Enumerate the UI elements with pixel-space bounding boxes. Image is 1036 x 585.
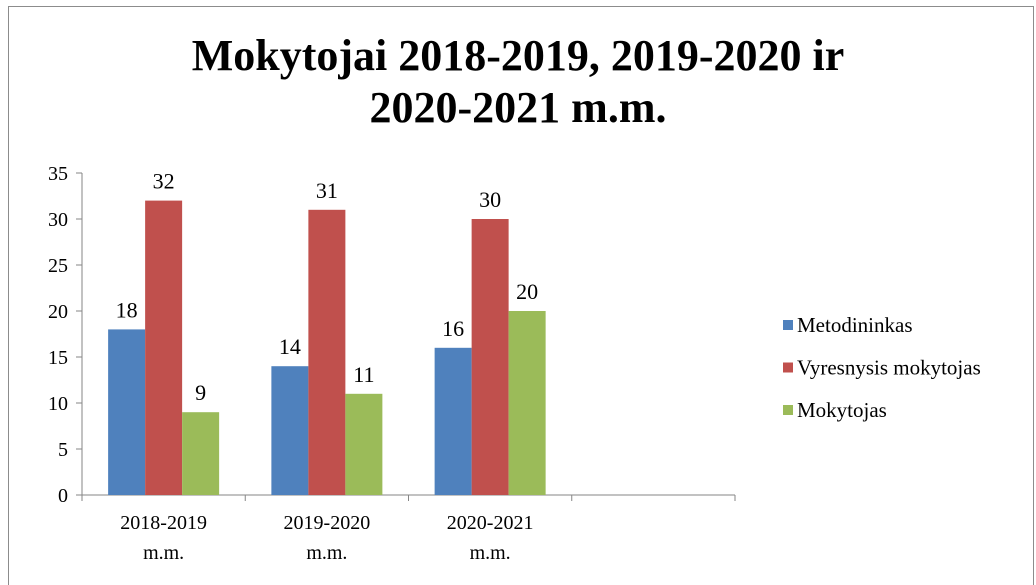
data-label: 20 — [516, 279, 538, 304]
chart-title: Mokytojai 2018-2019, 2019-2020 ir 2020-2… — [191, 31, 845, 132]
legend-label: Mokytojas — [797, 398, 887, 422]
bar — [471, 219, 509, 495]
y-tick-label: 25 — [48, 255, 68, 277]
data-label: 11 — [353, 362, 374, 387]
y-tick-label: 0 — [58, 485, 68, 507]
y-tick-label: 35 — [48, 163, 68, 185]
bar — [182, 412, 220, 495]
data-label: 31 — [316, 178, 338, 203]
y-tick-label: 10 — [48, 393, 68, 415]
bar — [508, 311, 546, 495]
data-label: 18 — [116, 297, 138, 322]
bar — [271, 366, 309, 495]
bar — [434, 347, 472, 495]
data-label: 30 — [479, 187, 501, 212]
legend-swatch — [783, 320, 793, 330]
y-tick-label: 20 — [48, 301, 68, 323]
bar — [345, 393, 383, 495]
y-tick-label: 30 — [48, 209, 68, 231]
y-tick-label: 15 — [48, 347, 68, 369]
data-label: 16 — [442, 316, 464, 341]
x-tick-label: 2018-2019 m.m. — [120, 512, 207, 564]
legend-swatch — [783, 405, 793, 415]
bar — [308, 209, 346, 496]
y-tick-label: 5 — [58, 439, 68, 461]
bar — [108, 329, 146, 495]
legend-label: Vyresnysis mokytojas — [797, 356, 981, 380]
legend-label: Metodininkas — [797, 313, 913, 337]
bar — [145, 200, 183, 495]
x-tick-label: 2019-2020 m.m. — [283, 512, 371, 564]
data-label: 9 — [195, 380, 206, 405]
data-label: 14 — [279, 334, 301, 359]
data-label: 32 — [153, 169, 175, 194]
legend-swatch — [783, 362, 793, 373]
x-tick-label: 2020-2021 m.m. — [446, 512, 534, 564]
